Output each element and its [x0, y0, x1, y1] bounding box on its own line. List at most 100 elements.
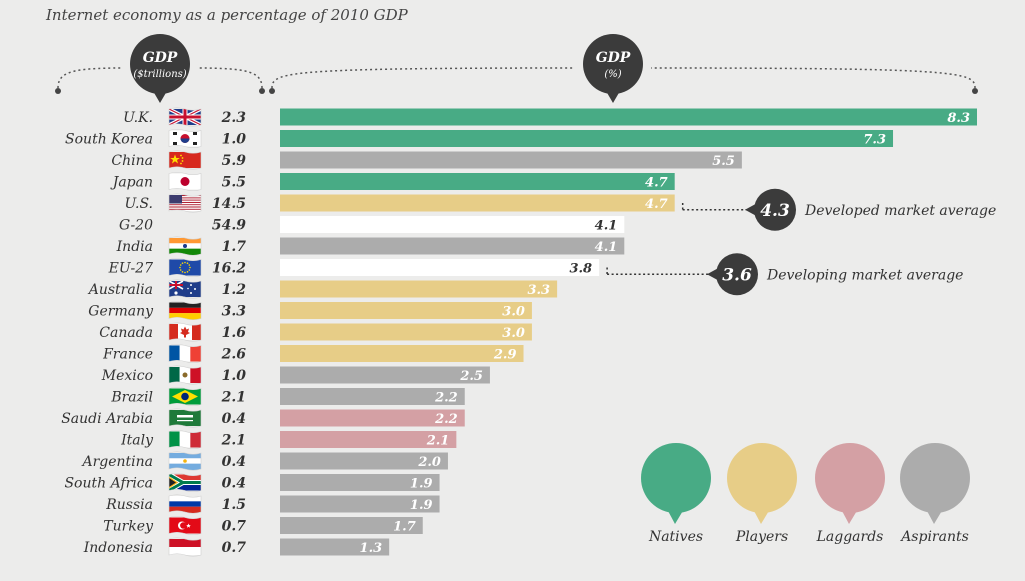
country-label: South Korea — [65, 132, 153, 148]
flag-border — [168, 343, 202, 364]
country-label: Australia — [87, 282, 153, 298]
legend-entry-players: Players — [727, 443, 797, 545]
gdp-percent-header-bubble — [583, 34, 643, 94]
russia-flag — [169, 496, 201, 513]
average-annotation: 4.3 Developed market average — [681, 188, 996, 231]
gdp-percent-header-end-dot — [972, 88, 978, 94]
flag-stripe — [169, 501, 201, 507]
gdp-trillions-value: 0.4 — [222, 454, 246, 470]
chakra-icon — [183, 244, 187, 248]
star-icon — [190, 284, 192, 286]
bar-value-label: 4.7 — [645, 197, 668, 212]
annotation-label: Developed market average — [804, 203, 996, 219]
bar-value-label: 3.3 — [527, 283, 550, 298]
flag-stripe — [169, 474, 201, 483]
flag-stripe — [169, 207, 201, 209]
flag-stripe — [169, 248, 201, 255]
legend-entry-laggards: Laggards — [815, 443, 885, 545]
bar-reference — [280, 259, 600, 276]
gdp-trillions-value: 16.2 — [212, 261, 246, 277]
indonesia-flag — [169, 539, 201, 555]
flag-stripe — [169, 198, 201, 200]
gdp-percent-header: GDP (%) — [269, 34, 978, 103]
country-label: EU-27 — [108, 261, 153, 277]
brazil-flag — [169, 388, 201, 405]
chart-row-brazil: Brazil 2.1 2.2 — [110, 386, 465, 407]
flag-border — [168, 107, 202, 127]
star-icon — [179, 266, 181, 269]
chart-row-us: U.S. 14.5 4.7 — [124, 193, 675, 213]
eagle-emblem-icon — [182, 372, 188, 378]
flag-stripe — [169, 238, 201, 244]
script-icon — [177, 415, 193, 418]
gdp-trillions-value: 1.2 — [222, 282, 247, 298]
bar-value-label: 4.7 — [645, 176, 668, 191]
bar-value-label: 1.3 — [360, 541, 383, 556]
bar-value-label: 8.3 — [947, 111, 970, 126]
bar-value-label: 1.7 — [393, 520, 416, 535]
gdp-trillions-value: 54.9 — [212, 218, 246, 234]
legend-swatch — [727, 443, 797, 513]
flag-stripe — [169, 463, 201, 470]
flag-stripe — [169, 313, 201, 320]
south-korea-flag — [169, 130, 201, 147]
chart-row-germany: Germany 3.3 3.0 — [88, 300, 532, 321]
legend-swatch-pointer — [926, 509, 943, 524]
bar-value-label: 2.0 — [417, 455, 441, 470]
gdp-trillions-header-bubble — [130, 34, 190, 94]
star-icon — [170, 154, 180, 164]
flag-stripe — [169, 302, 201, 308]
flag-stripe — [169, 506, 201, 513]
average-annotation: 3.6 Developing market average — [606, 253, 963, 296]
gdp-percent-header-brace-left — [271, 67, 576, 89]
legend-label: Natives — [648, 529, 703, 545]
uk-flag — [169, 107, 201, 127]
flag-stripe — [169, 200, 201, 202]
country-label: U.S. — [124, 196, 153, 212]
flag-border — [168, 494, 202, 514]
chart-row-eu: EU-27 16.2 3.8 — [108, 257, 600, 278]
country-label: Mexico — [101, 368, 153, 384]
legend-label: Laggards — [816, 529, 884, 545]
bar-laggards — [280, 431, 457, 448]
star-icon — [184, 261, 186, 264]
flag-stripe — [169, 203, 201, 205]
gdp-trillions-header-end-dot — [259, 88, 265, 94]
bar-aspirants — [280, 151, 742, 169]
bar-aspirants — [280, 517, 423, 534]
gdp-trillions-header-brace-left — [57, 67, 123, 89]
legend-swatch — [815, 443, 885, 513]
bar-players — [280, 280, 558, 298]
gdp-trillions-value: 5.9 — [222, 153, 247, 169]
gdp-trillions-header-label: GDP — [143, 50, 178, 66]
us-flag — [169, 195, 201, 211]
eu-flag — [169, 259, 201, 276]
gdp-trillions-value: 0.4 — [222, 476, 246, 492]
flag-border — [168, 171, 202, 192]
bar-value-label: 3.0 — [502, 305, 525, 320]
chart-row-canada: Canada 1.6 3.0 — [99, 322, 532, 342]
gdp-trillions-header-bubble-pointer — [153, 91, 167, 103]
gdp-trillions-value: 1.7 — [222, 239, 247, 255]
country-label: India — [116, 239, 153, 255]
sword-icon — [177, 420, 193, 422]
gdp-percent-header-end-dot — [269, 88, 275, 94]
saudi-arabia-flag — [169, 410, 201, 426]
star-icon — [181, 271, 184, 273]
legend-swatch-pointer — [753, 509, 770, 524]
flag-stripe — [190, 431, 201, 448]
country-label: France — [102, 347, 153, 363]
bar-value-label: 7.3 — [863, 133, 886, 148]
country-label: Germany — [88, 304, 154, 320]
star-icon — [174, 291, 178, 295]
star-icon — [181, 160, 184, 162]
legend-entry-natives: Natives — [641, 443, 711, 545]
chart-row-south-korea: South Korea 1.0 7.3 — [65, 128, 894, 149]
country-label: Brazil — [110, 390, 153, 406]
trigram-icon — [193, 142, 197, 145]
flag-border — [168, 193, 202, 213]
flag-border — [168, 300, 202, 321]
flag-stripe — [179, 431, 191, 448]
flag-stripe — [169, 196, 201, 198]
flag-stripe — [169, 431, 180, 448]
